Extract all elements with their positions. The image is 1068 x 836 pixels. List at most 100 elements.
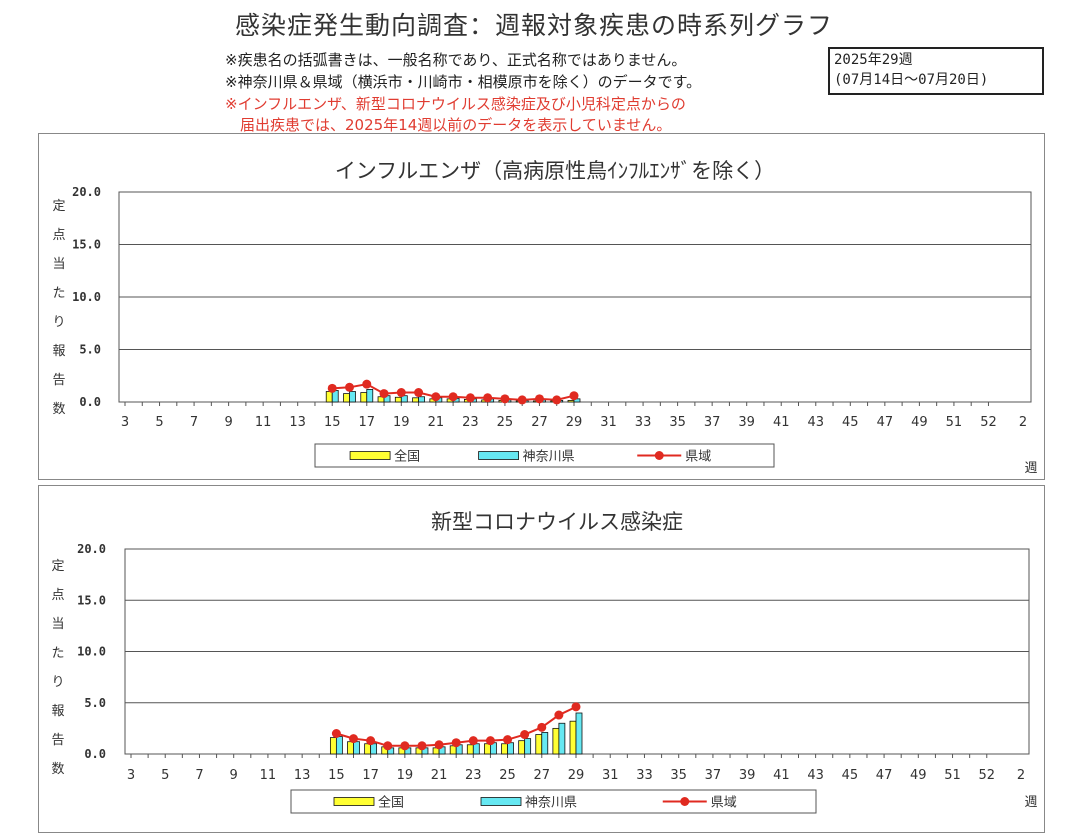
x-tick-label: 27 <box>533 768 550 783</box>
bar-national <box>394 396 402 403</box>
x-tick-label: 39 <box>738 415 755 430</box>
line-point-prefecture <box>417 741 427 751</box>
x-tick-label: 45 <box>842 415 859 430</box>
line-point-prefecture <box>483 393 493 403</box>
bar-kanagawa <box>507 742 514 755</box>
x-tick-label: 7 <box>190 415 198 430</box>
x-tick-label: 35 <box>669 415 686 430</box>
x-tick-label: 19 <box>393 415 410 430</box>
x-tick-label: 15 <box>324 415 341 430</box>
chart-title: インフルエンザ（高病原性鳥ｲﾝﾌﾙｴﾝｻﾞを除く） <box>335 159 775 183</box>
y-tick-label: 5.0 <box>79 343 101 357</box>
y-tick-label: 5.0 <box>84 696 106 710</box>
x-tick-label: 15 <box>328 768 345 783</box>
x-axis-label: 週 <box>1024 461 1037 476</box>
line-point-prefecture <box>534 394 544 404</box>
line-point-prefecture <box>379 389 389 399</box>
x-tick-label: 47 <box>877 415 894 430</box>
bar-national <box>484 743 491 755</box>
bar-kanagawa <box>335 736 343 755</box>
y-axis-label-char: た <box>51 646 64 661</box>
x-tick-label: 35 <box>670 768 687 783</box>
y-tick-label: 10.0 <box>72 290 101 304</box>
x-tick-label: 39 <box>739 768 756 783</box>
line-point-prefecture <box>414 388 424 398</box>
x-tick-label: 29 <box>566 415 583 430</box>
x-tick-label: 25 <box>497 415 514 430</box>
line-point-prefecture <box>362 379 372 389</box>
y-axis-label-char: り <box>52 315 65 330</box>
x-tick-label: 52 <box>980 415 997 430</box>
x-tick-label: 23 <box>462 415 479 430</box>
y-axis-label-char: 定 <box>52 199 65 214</box>
x-tick-label: 45 <box>842 768 859 783</box>
x-tick-label: 13 <box>294 768 311 783</box>
bar-national <box>567 400 575 403</box>
bar-kanagawa <box>541 732 549 755</box>
x-tick-label: 9 <box>230 768 238 783</box>
x-tick-label: 5 <box>155 415 163 430</box>
bar-kanagawa <box>472 743 480 755</box>
x-tick-label: 41 <box>773 415 790 430</box>
bar-kanagawa <box>558 722 566 755</box>
x-tick-label: 3 <box>127 768 135 783</box>
y-tick-label: 15.0 <box>72 238 101 252</box>
y-axis-label-char: 報 <box>51 704 64 719</box>
legend-swatch-kanagawa <box>480 797 522 806</box>
x-tick-label: 11 <box>255 415 272 430</box>
x-tick-label: 17 <box>358 415 375 430</box>
line-point-prefecture <box>349 734 358 744</box>
x-tick-label: 43 <box>807 415 824 430</box>
legend-label-prefecture: 県域 <box>685 450 711 465</box>
y-tick-label: 20.0 <box>77 542 106 556</box>
x-tick-label: 47 <box>876 768 893 783</box>
bar-kanagawa <box>349 391 356 403</box>
x-tick-label: 33 <box>635 415 652 430</box>
y-axis-label-char: 報 <box>52 344 65 359</box>
y-axis-label-char: 数 <box>52 402 65 417</box>
bar-national <box>501 743 508 755</box>
x-tick-label: 37 <box>705 768 722 783</box>
legend-box <box>290 789 817 814</box>
line-point-prefecture <box>434 740 444 750</box>
y-axis-label-char: た <box>52 286 65 301</box>
line-point-prefecture <box>396 388 406 398</box>
line-point-prefecture <box>327 383 337 393</box>
x-tick-label: 17 <box>362 768 379 783</box>
line-point-prefecture <box>552 395 562 405</box>
bar-kanagawa <box>370 743 378 755</box>
legend-box <box>314 443 775 468</box>
bar-national <box>329 737 337 755</box>
x-tick-label: 9 <box>224 415 232 430</box>
x-tick-label: 51 <box>946 415 963 430</box>
x-tick-label: 37 <box>704 415 721 430</box>
line-point-prefecture <box>554 710 564 720</box>
line-point-prefecture <box>503 735 513 745</box>
bar-kanagawa <box>524 738 532 755</box>
x-tick-label: 21 <box>428 415 445 430</box>
legend-swatch-national <box>333 797 375 806</box>
x-tick-label: 33 <box>636 768 653 783</box>
week-label: 2025年29週 <box>834 52 913 68</box>
x-tick-label: 7 <box>195 768 203 783</box>
line-point-prefecture <box>331 729 341 738</box>
week-box: 2025年29週 (07月14日～07月20日) <box>828 47 1044 95</box>
x-tick-label: 23 <box>465 768 482 783</box>
y-axis-label-char: 告 <box>52 373 65 388</box>
covid-chart-panel: 新型コロナウイルス感染症 20.0 15.0 10.0 5.0 0.0 定点当たり報告数 3 5… <box>38 485 1045 833</box>
bar-national <box>347 741 354 755</box>
line-point-prefecture <box>537 722 547 732</box>
x-tick-label: 51 <box>944 768 961 783</box>
bar-national <box>535 734 543 755</box>
line-point-prefecture <box>400 741 410 751</box>
x-tick-label: 49 <box>911 415 928 430</box>
x-tick-label: 2 <box>1019 415 1027 430</box>
y-tick-label: 0.0 <box>79 395 101 409</box>
legend-point-prefecture <box>654 451 664 460</box>
line-point-prefecture <box>520 730 530 740</box>
x-tick-label: 19 <box>397 768 414 783</box>
bar-kanagawa <box>353 741 360 755</box>
legend-swatch-kanagawa <box>478 451 520 460</box>
legend-label-prefecture: 県域 <box>711 796 737 811</box>
